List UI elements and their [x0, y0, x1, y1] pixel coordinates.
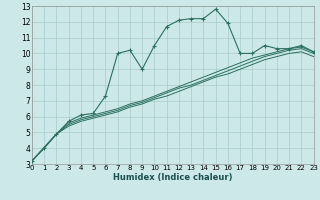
X-axis label: Humidex (Indice chaleur): Humidex (Indice chaleur)	[113, 173, 233, 182]
